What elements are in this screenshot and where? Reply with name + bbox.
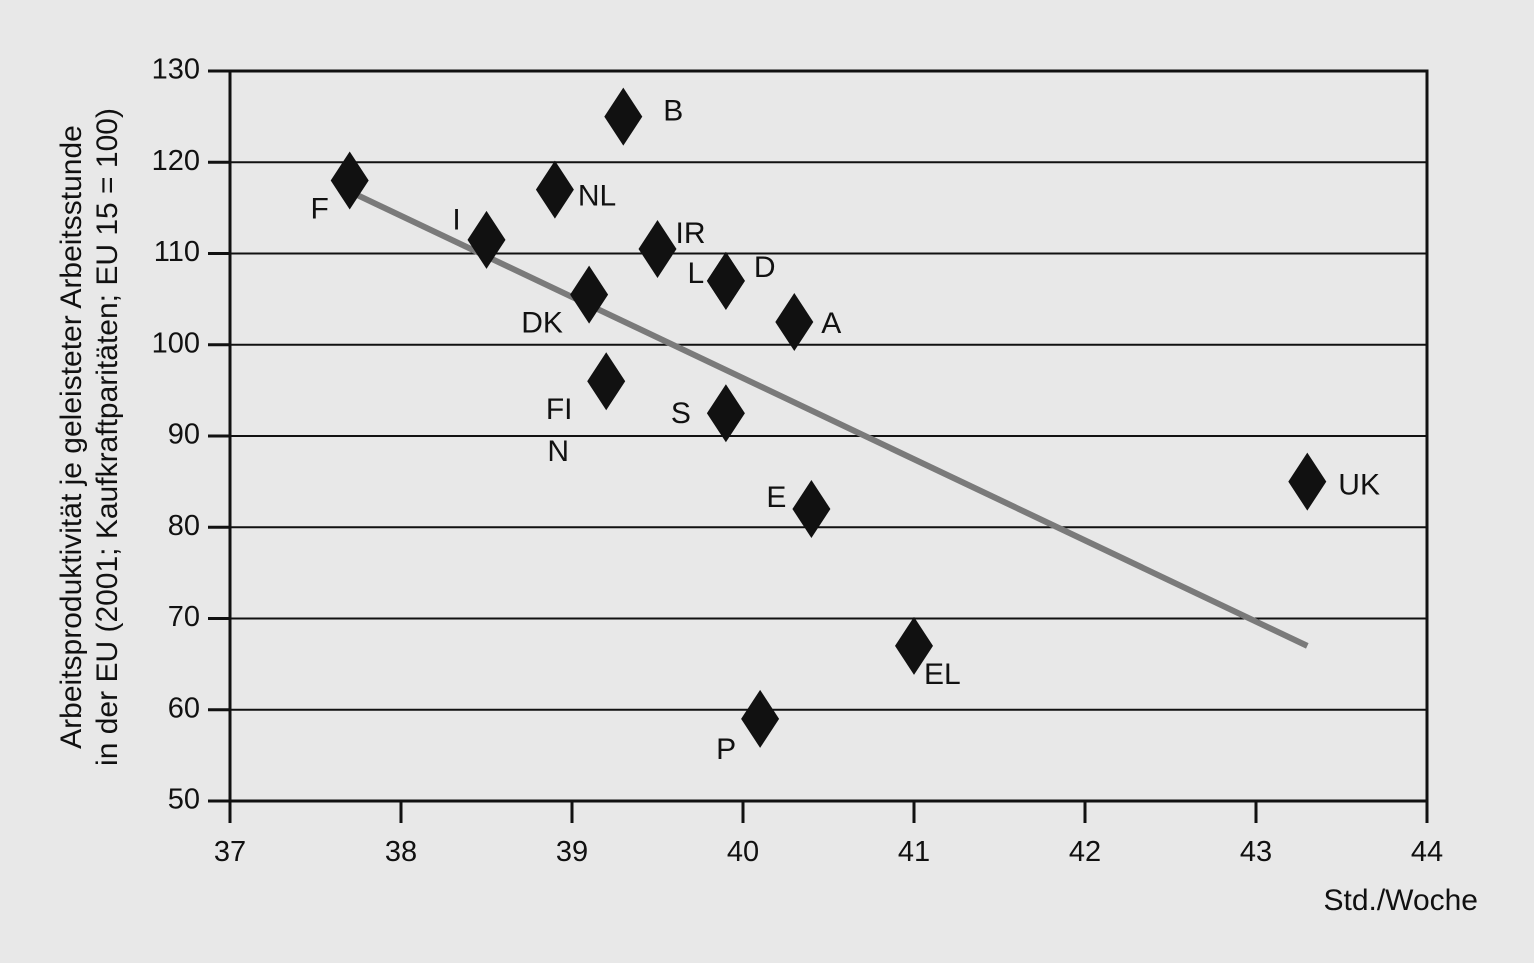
point-label-dk: DK <box>521 306 563 339</box>
point-marker-uk <box>1288 452 1327 511</box>
y-tick-label: 80 <box>168 510 200 542</box>
point-marker-d <box>706 251 745 310</box>
x-tick-label: 42 <box>1069 836 1101 868</box>
x-tick-label: 39 <box>556 836 588 868</box>
point-marker-b <box>604 87 643 146</box>
point-marker-dk <box>570 265 609 324</box>
point-marker-p <box>741 689 780 748</box>
point-marker-ir <box>638 219 677 278</box>
trendline <box>348 188 1309 649</box>
x-tick-label: 40 <box>727 836 759 868</box>
point-label-d: D <box>754 251 776 284</box>
x-tick-label: 37 <box>214 836 246 868</box>
y-axis: 50 60 70 80 90 100 110 120 130 <box>152 54 230 816</box>
point-marker-nl <box>535 160 574 219</box>
point-marker-s <box>706 384 745 443</box>
point-label-n: N <box>547 435 569 468</box>
x-tick-label: 38 <box>385 836 417 868</box>
point-marker-i <box>467 210 506 269</box>
point-marker-el <box>895 616 933 675</box>
point-marker-fi <box>587 352 626 411</box>
point-label-p: P <box>716 733 736 766</box>
point-label-el: EL <box>924 658 961 691</box>
y-axis-title-line2: in der EU (2001; Kaufkraftparitäten; EU … <box>91 108 124 766</box>
x-tick-label: 43 <box>1240 836 1272 868</box>
y-tick-label: 50 <box>168 784 200 816</box>
point-label-b: B <box>663 95 683 128</box>
y-tick-label: 60 <box>168 692 200 724</box>
point-marker-e <box>792 480 831 538</box>
y-tick-label: 120 <box>152 145 200 177</box>
point-label-nl: NL <box>578 180 616 213</box>
y-axis-title: Arbeitsproduktivität je geleisteter Arbe… <box>55 108 124 766</box>
point-label-uk: UK <box>1338 469 1380 502</box>
point-label-i: I <box>452 204 460 237</box>
point-label-l: L <box>688 257 705 290</box>
data-points <box>330 87 1327 748</box>
x-axis-title: Std./Woche <box>1323 884 1478 917</box>
y-tick-label: 130 <box>152 54 200 86</box>
y-tick-label: 90 <box>168 419 200 451</box>
point-label-a: A <box>821 307 841 340</box>
y-tick-label: 100 <box>152 327 200 359</box>
y-axis-title-line1: Arbeitsproduktivität je geleisteter Arbe… <box>55 125 88 749</box>
x-axis: 37 38 39 40 41 42 43 44 <box>214 801 1443 868</box>
x-tick-label: 44 <box>1411 836 1443 868</box>
point-marker-a <box>775 292 814 351</box>
point-label-ir: IR <box>676 217 706 250</box>
point-marker-f <box>330 151 369 210</box>
y-tick-label: 110 <box>154 236 200 268</box>
point-label-fi: FI <box>546 393 573 426</box>
y-tick-label: 70 <box>168 601 200 633</box>
point-label-f: F <box>311 192 329 225</box>
gridlines <box>230 161 1427 711</box>
point-label-s: S <box>671 397 691 430</box>
x-tick-label: 41 <box>898 836 930 868</box>
point-label-e: E <box>766 481 786 514</box>
